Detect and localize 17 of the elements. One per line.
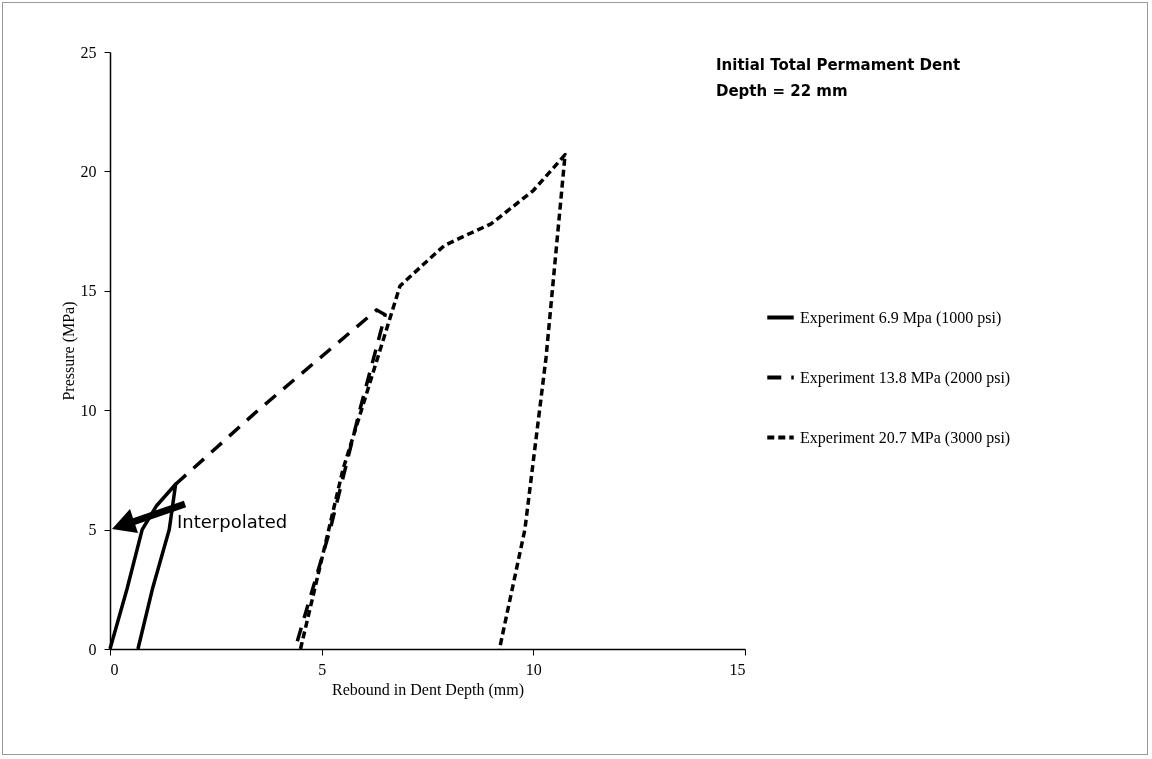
legend-label: Experiment 13.8 MPa (2000 psi) bbox=[800, 368, 1011, 387]
annotation: Interpolated bbox=[177, 511, 288, 532]
y-tick-label: 25 bbox=[80, 43, 97, 61]
annotation: Initial Total Permament Dent Depth = 22 mm bbox=[716, 56, 961, 100]
y-tick-label: 10 bbox=[80, 401, 97, 419]
legend-label: Experiment 20.7 MPa (3000 psi) bbox=[800, 428, 1011, 447]
y-tick-label: 20 bbox=[80, 162, 97, 180]
y-tick-label: 5 bbox=[88, 521, 97, 539]
x-tick-label: 0 bbox=[110, 660, 119, 678]
y-tick-label: 0 bbox=[88, 640, 97, 658]
x-tick-label: 10 bbox=[525, 660, 542, 678]
y-axis-title: Pressure (MPa) bbox=[59, 301, 78, 401]
x-tick-label: 15 bbox=[729, 660, 746, 678]
x-tick-label: 5 bbox=[318, 660, 327, 678]
x-axis-title: Rebound in Dent Depth (mm) bbox=[332, 680, 524, 699]
legend-label: Experiment 6.9 Mpa (1000 psi) bbox=[800, 308, 1002, 327]
y-tick-label: 15 bbox=[80, 282, 97, 300]
